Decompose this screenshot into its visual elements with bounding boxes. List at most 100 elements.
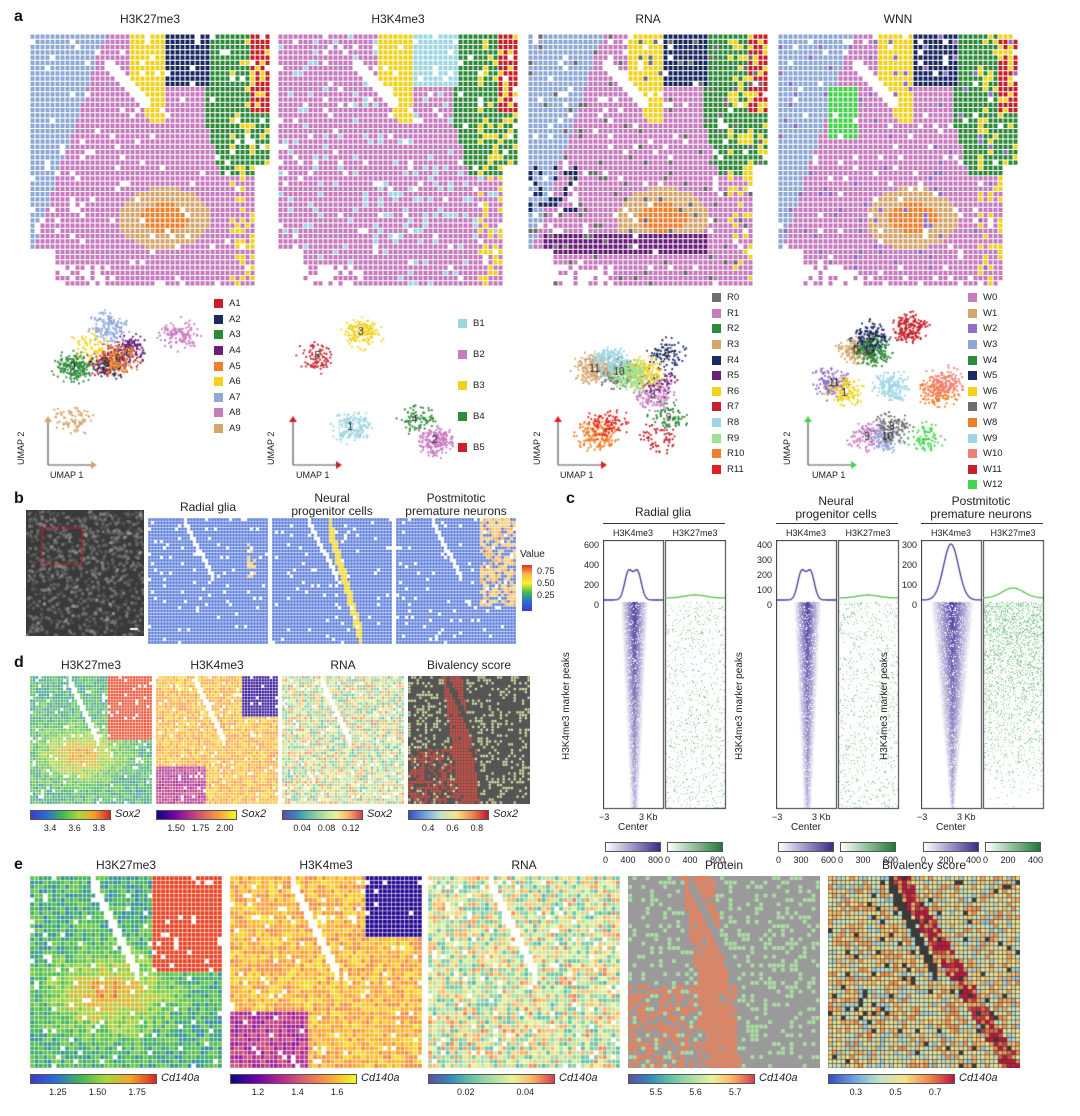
legend-label: B5 xyxy=(473,442,485,453)
legend-label: R1 xyxy=(727,307,740,319)
feature-map xyxy=(628,876,820,1068)
legend-item: R1 xyxy=(712,306,744,322)
legend-item: A3 xyxy=(214,327,241,343)
legend-label: W5 xyxy=(983,370,998,382)
colorbar-h3k27me3 xyxy=(840,842,896,852)
cbar-tick: 0 xyxy=(983,855,989,865)
legend-label: R4 xyxy=(727,354,740,366)
umap-w-ylabel: UMAP 2 xyxy=(782,431,792,465)
cbar-tick: 1.75 xyxy=(191,823,210,833)
legend-label: B4 xyxy=(473,411,485,422)
gene-colorbar-ticks: 1.50 1.75 2.00 xyxy=(164,823,237,833)
legend-swatch xyxy=(712,293,721,303)
cbar-tick: 2.00 xyxy=(216,823,234,833)
cbar-tick: 0 xyxy=(776,855,782,865)
cbar-tick: 0.02 xyxy=(456,1087,475,1097)
cbar-tick: 1.6 xyxy=(330,1087,344,1097)
legend-r: R0 R1 R2 R3 R4 R5 R6 R7 R8 R9 R10 R11 xyxy=(712,290,744,477)
legend-swatch xyxy=(968,386,977,396)
cbar-tick: 800 xyxy=(709,855,725,865)
colorbar-ticks-1: 0 200 400 xyxy=(921,855,981,865)
y-tick: 400 xyxy=(583,560,599,570)
profile-group-title: Postmitotic premature neurons xyxy=(930,494,1032,521)
legend-item: B1 xyxy=(458,308,485,339)
gene-colorbar xyxy=(828,1074,955,1084)
legend-label: W10 xyxy=(983,448,1003,460)
group-rule xyxy=(776,523,898,524)
umap-b-xlabel: UMAP 1 xyxy=(296,470,330,480)
y-tick: 200 xyxy=(756,570,772,580)
legend-swatch xyxy=(968,371,977,381)
cbar-tick: 5.5 xyxy=(649,1087,663,1097)
legend-item: W10 xyxy=(968,446,1003,462)
legend-label: A3 xyxy=(229,329,241,341)
umap-r-ylabel: UMAP 2 xyxy=(532,431,542,465)
profile-group-title: Radial glia xyxy=(634,505,692,519)
legend-item: R7 xyxy=(712,399,744,415)
legend-label: W3 xyxy=(983,339,998,351)
colorbar-h3k27me3 xyxy=(985,842,1041,852)
legend-swatch xyxy=(712,464,721,474)
umap-plot-r xyxy=(550,300,730,470)
gene-label: Cd140a xyxy=(759,1072,798,1084)
cluster-map-rna xyxy=(528,34,768,286)
x-right-tick: 3 Kb xyxy=(957,812,976,822)
colorbar-ticks-1: 0 300 600 xyxy=(776,855,836,865)
cbar-tick: 400 xyxy=(1027,855,1043,865)
umap-plot-w xyxy=(800,300,980,470)
cbar-tick: 1.4 xyxy=(291,1087,304,1097)
gene-colorbar-ticks: 5.5 5.6 5.7 xyxy=(636,1087,755,1097)
gene-label: Cd140a xyxy=(959,1072,998,1084)
x-left-tick: −3 xyxy=(599,812,610,822)
gene-colorbar xyxy=(628,1074,755,1084)
cbar-tick: 0.08 xyxy=(317,823,336,833)
map-title: Bivalency score xyxy=(881,858,967,872)
value-map-neural-progenitor xyxy=(272,518,392,644)
gene-colorbar-ticks: 1.25 1.50 1.75 xyxy=(38,1087,157,1097)
legend-label: R0 xyxy=(727,292,740,304)
legend-swatch xyxy=(968,433,977,443)
colorbar-h3k4me3 xyxy=(778,842,834,852)
gene-colorbar-ticks: 0.02 0.04 xyxy=(436,1087,555,1097)
gene-colorbar-ticks: 3.4 3.6 3.8 xyxy=(38,823,111,833)
y-tick: 0 xyxy=(911,600,917,610)
cbar-tick: 0.6 xyxy=(446,823,459,833)
umap-r-xlabel: UMAP 1 xyxy=(560,470,594,480)
colorbar-h3k4me3 xyxy=(605,842,661,852)
gene-colorbar-ticks: 0.3 0.5 0.7 xyxy=(836,1087,955,1097)
legend-label: A5 xyxy=(229,360,241,372)
cbar-tick: 1.2 xyxy=(251,1087,265,1097)
legend-item: B5 xyxy=(458,432,485,463)
legend-swatch xyxy=(712,418,721,428)
legend-swatch xyxy=(214,299,223,309)
panel-b-title-1: Radial glia xyxy=(179,500,237,514)
value-map-radial-glia xyxy=(148,518,268,644)
cbar-tick: 600 xyxy=(882,855,898,865)
gene-colorbar-ticks: 1.2 1.4 1.6 xyxy=(238,1087,357,1097)
legend-swatch xyxy=(214,314,223,324)
cbar-tick: 0 xyxy=(665,855,671,865)
colorbar-ticks-2: 0 200 400 xyxy=(983,855,1043,865)
legend-item: A9 xyxy=(214,421,241,437)
legend-swatch xyxy=(712,433,721,443)
gene-label: Sox2 xyxy=(115,808,141,820)
y-tick: 100 xyxy=(901,580,917,590)
map-title: H3K4me3 xyxy=(190,658,244,672)
group-rule xyxy=(921,523,1043,524)
col-label-h3k4me3: H3K4me3 xyxy=(930,528,972,538)
legend-label: A7 xyxy=(229,391,241,403)
umap-a-xlabel: UMAP 1 xyxy=(50,470,84,480)
legend-label: R6 xyxy=(727,385,740,397)
col-label-h3k27me3: H3K27me3 xyxy=(845,528,891,538)
legend-item: R4 xyxy=(712,352,744,368)
legend-label: R7 xyxy=(727,401,740,413)
x-center-label: Center xyxy=(935,822,966,833)
cbar-tick: 0.3 xyxy=(849,1087,863,1097)
legend-swatch xyxy=(712,308,721,318)
histology-image xyxy=(26,510,144,636)
cbar-tick: 0.04 xyxy=(516,1087,535,1097)
cbar-tick: 1.25 xyxy=(49,1087,67,1097)
legend-label: R10 xyxy=(727,448,745,460)
legend-item: B2 xyxy=(458,339,485,370)
profile-group-title: Neural progenitor cells xyxy=(795,494,877,521)
